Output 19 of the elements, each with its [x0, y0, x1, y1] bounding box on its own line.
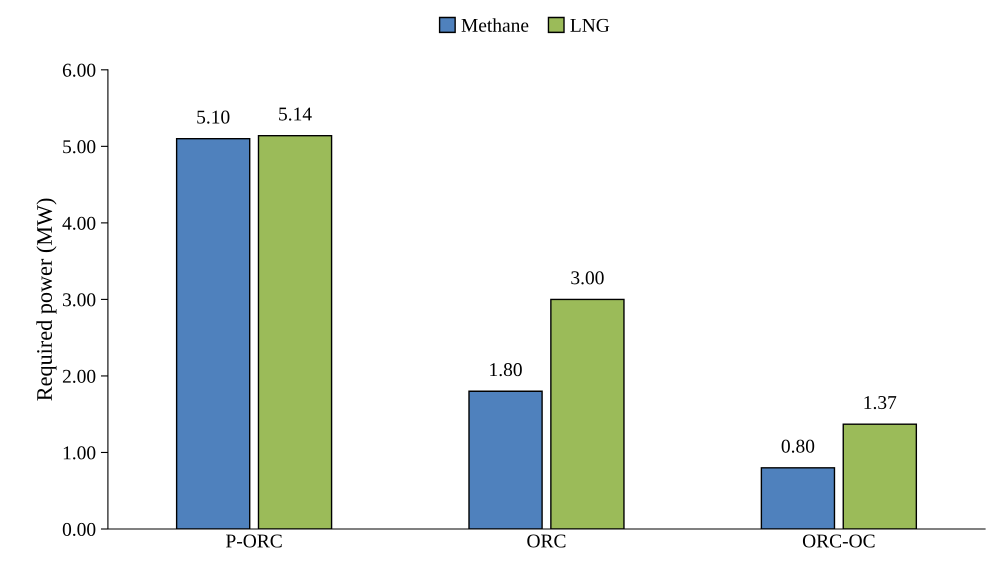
x-tick-label: ORC-OC — [802, 534, 875, 548]
data-label: 5.10 — [197, 110, 230, 124]
y-tick-label: 4.00 — [62, 216, 96, 230]
y-tick-label: 5.00 — [63, 140, 96, 154]
y-tick-label: 1.00 — [64, 446, 96, 460]
x-tick-label: ORC — [527, 534, 566, 548]
y-axis-title: Required power (MW) — [36, 198, 57, 401]
data-label: 1.80 — [490, 363, 522, 376]
y-tick-label: 0.00 — [62, 522, 96, 536]
y-tick-label: 3.00 — [63, 293, 96, 306]
x-tick-label: P-ORC — [226, 534, 282, 548]
legend-label: Methane — [462, 18, 528, 32]
data-label: 1.37 — [864, 396, 896, 410]
legend-label: LNG — [570, 18, 610, 32]
y-tick-label: 2.00 — [62, 370, 96, 383]
data-label: 5.14 — [279, 108, 312, 121]
data-label: 3.00 — [571, 271, 604, 284]
y-tick-label: 6.00 — [62, 64, 96, 77]
data-label: 0.80 — [782, 440, 814, 453]
